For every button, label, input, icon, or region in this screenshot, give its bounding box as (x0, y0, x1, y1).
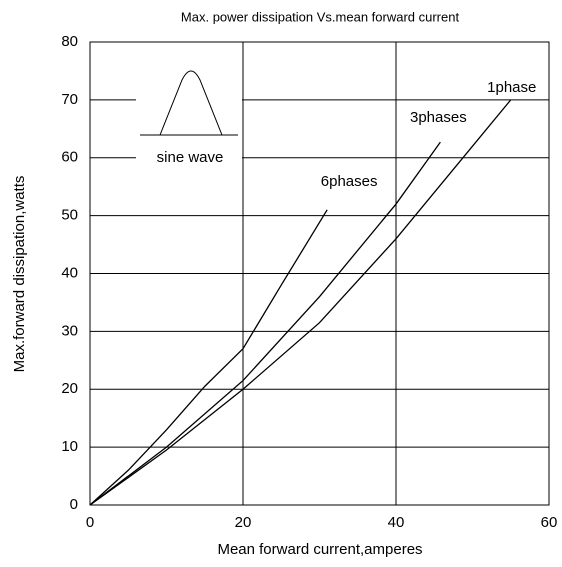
y-tick-label: 30 (61, 322, 78, 339)
y-tick-label: 40 (61, 264, 78, 281)
inset-label: sine wave (157, 149, 224, 166)
series-line (89, 209, 328, 506)
y-tick-label: 20 (61, 380, 78, 397)
y-tick-label: 70 (61, 91, 78, 108)
x-tick-label: 60 (541, 514, 558, 531)
x-tick-label: 40 (388, 514, 405, 531)
series-label: 3phases (410, 109, 467, 126)
y-axis-label: Max.forward dissipation,watts (11, 176, 28, 373)
inset-background (136, 44, 242, 172)
x-axis-label: Mean forward current,amperes (217, 541, 422, 558)
y-tick-label: 10 (61, 438, 78, 455)
series-line (89, 99, 512, 506)
inset-sine (159, 70, 223, 136)
x-tick-label: 0 (86, 514, 94, 531)
series-label: 6phases (321, 173, 378, 190)
x-tick-label: 20 (235, 514, 252, 531)
y-tick-label: 80 (61, 33, 78, 50)
chart-title: Max. power dissipation Vs.mean forward c… (181, 9, 460, 24)
plot-frame (89, 41, 550, 506)
series-label: 1phase (487, 79, 536, 96)
y-tick-label: 0 (70, 496, 78, 513)
y-tick-label: 50 (61, 207, 78, 224)
series-line (89, 141, 441, 506)
y-tick-label: 60 (61, 149, 78, 166)
